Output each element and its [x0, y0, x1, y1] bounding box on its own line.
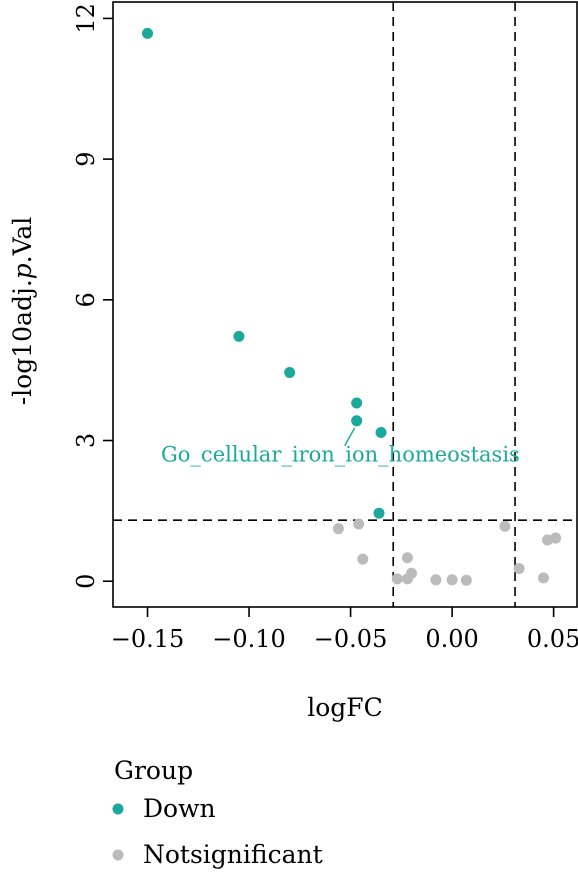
point-notsignificant	[401, 573, 413, 585]
point-notsignificant	[401, 552, 413, 564]
y-axis-title-italic: p	[8, 263, 37, 279]
point-notsignificant	[446, 574, 458, 586]
point-down	[142, 27, 154, 39]
x-tick-label: −0.05	[314, 625, 388, 653]
annotation-leader-line	[344, 427, 356, 447]
point-notsignificant	[353, 518, 365, 530]
point-notsignificant	[332, 523, 344, 535]
point-notsignificant	[430, 574, 442, 586]
x-axis-title: logFC	[307, 693, 383, 722]
x-tick-label: −0.10	[212, 625, 286, 653]
point-notsignificant	[499, 520, 511, 532]
x-tick-label: 0.05	[527, 625, 578, 653]
plot-frame	[112, 1, 578, 608]
point-down	[375, 427, 387, 439]
point-notsignificant	[513, 563, 525, 575]
point-down	[351, 415, 363, 427]
y-tick-label: 3	[72, 433, 100, 448]
y-tick-label: 0	[72, 574, 100, 589]
y-axis-title-prefix: -log10adj.	[8, 279, 37, 405]
legend-title: Group	[114, 756, 193, 785]
point-notsignificant	[460, 574, 472, 586]
legend-swatch-notsignificant	[112, 849, 124, 861]
threshold-lines	[113, 2, 578, 607]
point-down	[284, 367, 296, 379]
x-axis: −0.15 −0.10 −0.05 0.00 0.05	[111, 607, 578, 653]
point-notsignificant	[357, 553, 369, 565]
y-tick-label: 9	[72, 151, 100, 166]
legend-label-notsignificant: Notsignificant	[143, 840, 323, 869]
x-tick-label: 0.00	[425, 625, 478, 653]
point-down	[233, 330, 245, 342]
y-axis-title: -log10adj.p.Val	[8, 217, 37, 406]
point-down	[373, 507, 385, 519]
legend: Group Down Notsignificant	[112, 756, 323, 869]
data-points	[142, 27, 562, 586]
point-notsignificant	[391, 573, 403, 585]
legend-label-down: Down	[143, 794, 216, 823]
point-notsignificant	[537, 572, 549, 584]
y-axis: 0 3 6 9 12	[72, 3, 113, 589]
annotation-label: Go_cellular_iron_ion_homeostasis	[161, 443, 520, 467]
annotation-layer: Go_cellular_iron_ion_homeostasis	[161, 427, 520, 467]
x-tick-label: −0.15	[111, 625, 185, 653]
legend-swatch-down	[112, 803, 124, 815]
point-notsignificant	[550, 532, 562, 544]
y-tick-label: 6	[72, 292, 100, 307]
y-axis-title-suffix: .Val	[8, 217, 37, 264]
point-down	[351, 397, 363, 409]
y-tick-label: 12	[72, 3, 100, 34]
